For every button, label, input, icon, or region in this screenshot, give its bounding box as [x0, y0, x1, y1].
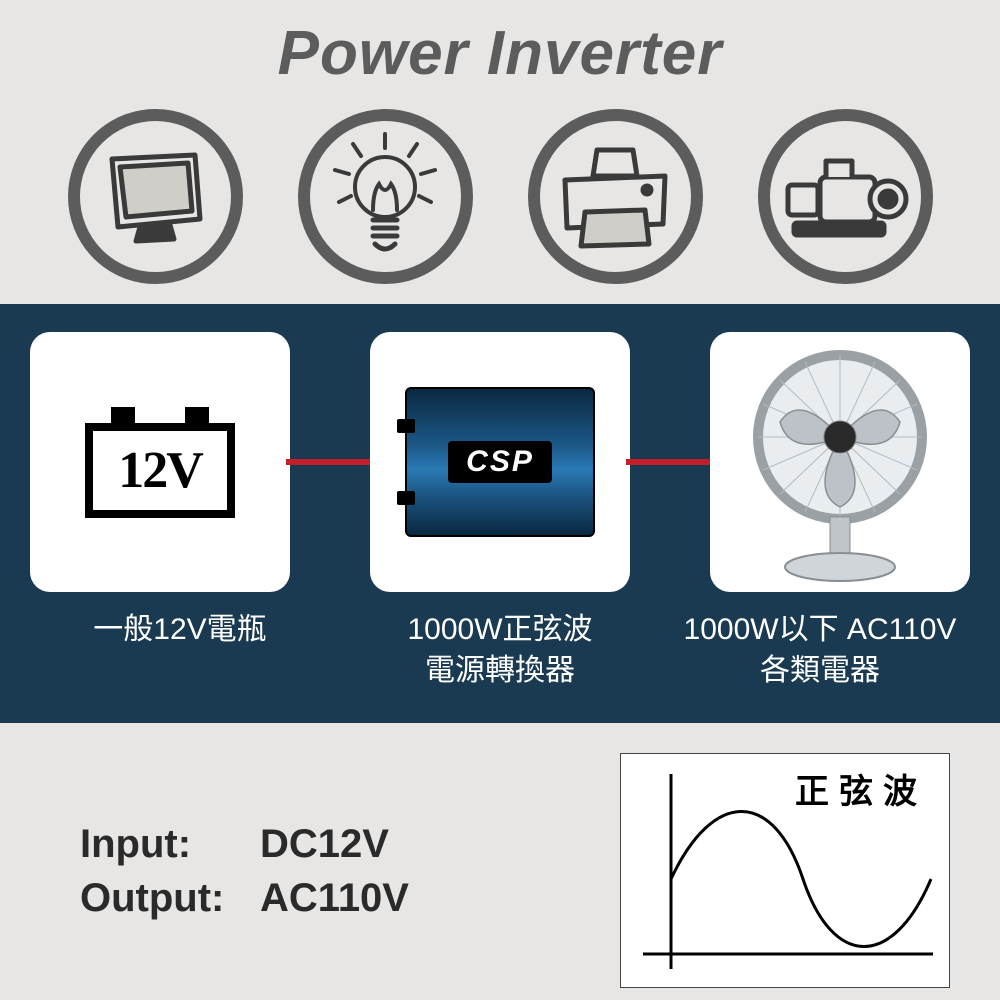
monitor-icon	[68, 109, 243, 284]
inverter-device: CSP	[405, 387, 595, 537]
page-title: Power Inverter	[0, 0, 1000, 101]
inverter-card: CSP	[370, 332, 630, 592]
camcorder-icon	[758, 109, 933, 284]
inverter-label: 1000W正弦波 電源轉換器	[360, 610, 640, 691]
specs-section: Input: DC12V Output: AC110V 正弦波	[0, 723, 1000, 988]
printer-icon	[528, 109, 703, 284]
spec-output-key: Output:	[80, 871, 260, 925]
appliance-card	[710, 332, 970, 592]
connector-line	[286, 459, 374, 465]
connector-line	[626, 459, 714, 465]
lightbulb-icon	[298, 109, 473, 284]
spec-input-key: Input:	[80, 817, 260, 871]
flow-cards: 12V CSP	[30, 332, 970, 592]
flow-panel: 12V CSP	[0, 304, 1000, 723]
flow-labels: 一般12V電瓶 1000W正弦波 電源轉換器 1000W以下 AC110V 各類…	[30, 610, 970, 691]
battery-card: 12V	[30, 332, 290, 592]
spec-text: Input: DC12V Output: AC110V	[80, 817, 409, 925]
sine-wave-box: 正弦波	[620, 753, 950, 988]
appliance-label: 1000W以下 AC110V 各類電器	[680, 610, 960, 691]
spec-output-value: AC110V	[260, 871, 409, 925]
spec-output-row: Output: AC110V	[80, 871, 409, 925]
device-icon-row	[0, 101, 1000, 304]
battery-label: 一般12V電瓶	[40, 610, 320, 691]
spec-input-row: Input: DC12V	[80, 817, 409, 871]
inverter-brand: CSP	[448, 441, 552, 483]
battery-voltage: 12V	[85, 423, 235, 518]
spec-input-value: DC12V	[260, 817, 389, 871]
sine-wave-title: 正弦波	[795, 764, 927, 813]
fan-icon	[730, 342, 950, 582]
battery-icon: 12V	[85, 407, 235, 518]
